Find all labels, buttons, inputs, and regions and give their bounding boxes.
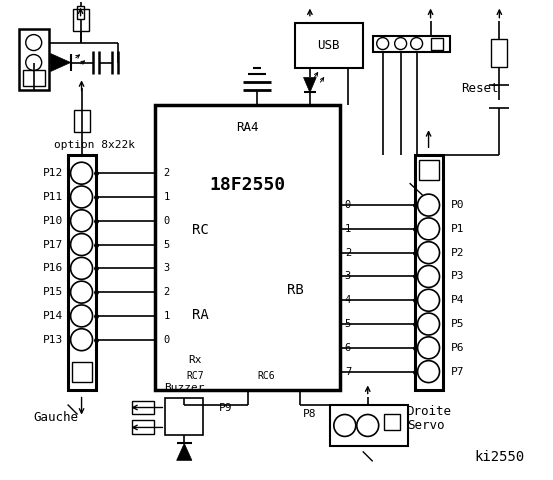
Text: 2: 2	[163, 287, 170, 297]
Circle shape	[334, 415, 356, 436]
Text: P16: P16	[43, 264, 64, 273]
Text: RA4: RA4	[236, 121, 259, 134]
Text: Reset: Reset	[461, 82, 498, 95]
Text: Droite: Droite	[406, 405, 451, 418]
Text: 1: 1	[163, 311, 170, 321]
Bar	[23, 71, 45, 86]
Text: 7: 7	[345, 367, 351, 377]
Text: P11: P11	[43, 192, 64, 202]
Text: RA: RA	[192, 308, 208, 322]
Text: 0: 0	[163, 216, 170, 226]
Bar	[419, 160, 439, 180]
Text: P8: P8	[303, 409, 317, 420]
Text: 18F2550: 18F2550	[210, 176, 286, 194]
Text: P17: P17	[43, 240, 64, 250]
Text: 2: 2	[345, 248, 351, 258]
Text: P13: P13	[43, 335, 64, 345]
Polygon shape	[176, 444, 192, 460]
Text: P10: P10	[43, 216, 64, 226]
Text: 1: 1	[163, 192, 170, 202]
Text: USB: USB	[317, 38, 340, 51]
Text: P5: P5	[451, 319, 464, 329]
Circle shape	[71, 162, 92, 184]
Text: 5: 5	[163, 240, 170, 250]
Circle shape	[71, 234, 92, 255]
Circle shape	[418, 194, 440, 216]
Text: P9: P9	[218, 403, 232, 412]
Circle shape	[71, 257, 92, 279]
Bar	[330, 405, 408, 446]
Circle shape	[418, 218, 440, 240]
Bar	[19, 29, 49, 90]
Bar	[67, 155, 96, 390]
Text: Rx: Rx	[189, 355, 202, 365]
Bar	[132, 400, 154, 415]
Bar	[71, 361, 92, 382]
Bar	[431, 37, 442, 49]
Circle shape	[395, 37, 406, 49]
Circle shape	[377, 37, 389, 49]
Text: RB: RB	[286, 283, 304, 297]
Circle shape	[71, 281, 92, 303]
Text: P1: P1	[451, 224, 464, 234]
Text: 0: 0	[163, 335, 170, 345]
Bar	[72, 9, 88, 31]
Bar	[384, 415, 400, 431]
Bar	[77, 6, 85, 19]
Text: 3: 3	[163, 264, 170, 273]
Bar	[155, 106, 340, 390]
Polygon shape	[51, 54, 71, 72]
Text: P15: P15	[43, 287, 64, 297]
Circle shape	[418, 265, 440, 288]
Circle shape	[26, 35, 41, 50]
Text: 5: 5	[345, 319, 351, 329]
Polygon shape	[304, 77, 316, 93]
Circle shape	[71, 210, 92, 232]
Text: P6: P6	[451, 343, 464, 353]
Bar	[295, 23, 363, 68]
Text: RC6: RC6	[257, 371, 275, 381]
Circle shape	[71, 305, 92, 327]
Circle shape	[357, 415, 379, 436]
Text: RC7: RC7	[186, 371, 204, 381]
Bar	[373, 36, 451, 51]
Circle shape	[418, 360, 440, 383]
Text: 6: 6	[345, 343, 351, 353]
Circle shape	[71, 186, 92, 208]
Circle shape	[418, 337, 440, 359]
Text: P4: P4	[451, 295, 464, 305]
Text: 1: 1	[345, 224, 351, 234]
Bar	[165, 397, 203, 435]
Text: option 8x22k: option 8x22k	[54, 140, 134, 150]
Text: P0: P0	[451, 200, 464, 210]
Circle shape	[411, 37, 422, 49]
Text: 2: 2	[163, 168, 170, 178]
Circle shape	[418, 313, 440, 335]
Bar	[492, 38, 507, 67]
Bar	[132, 420, 154, 434]
Text: P2: P2	[451, 248, 464, 258]
Text: 3: 3	[345, 272, 351, 281]
Text: ki2550: ki2550	[474, 450, 524, 464]
Text: P3: P3	[451, 272, 464, 281]
Text: Servo: Servo	[407, 419, 444, 432]
Circle shape	[71, 329, 92, 351]
Text: 4: 4	[345, 295, 351, 305]
Text: Gauche: Gauche	[33, 411, 78, 424]
Circle shape	[26, 55, 41, 71]
Text: P12: P12	[43, 168, 64, 178]
Circle shape	[418, 289, 440, 311]
Circle shape	[418, 242, 440, 264]
Text: P14: P14	[43, 311, 64, 321]
Text: P7: P7	[451, 367, 464, 377]
Text: Buzzer: Buzzer	[164, 383, 205, 393]
Text: RC: RC	[192, 223, 208, 237]
Bar	[415, 155, 442, 390]
Bar	[74, 110, 90, 132]
Text: 0: 0	[345, 200, 351, 210]
